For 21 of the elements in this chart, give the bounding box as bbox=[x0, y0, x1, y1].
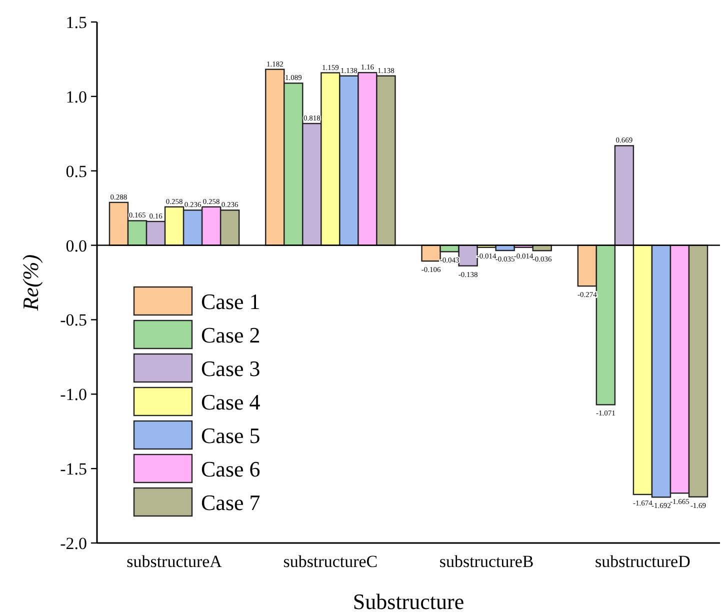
legend-label: Case 3 bbox=[201, 356, 260, 381]
legend-label: Case 7 bbox=[201, 490, 260, 515]
y-tick-label: 0.0 bbox=[66, 236, 87, 256]
y-tick-label: -1.0 bbox=[60, 385, 87, 404]
legend-label: Case 4 bbox=[201, 390, 260, 414]
legend-label: Case 1 bbox=[201, 289, 260, 314]
y-tick-label: -0.5 bbox=[60, 310, 87, 330]
y-axis-title: Re(%) bbox=[18, 254, 43, 312]
y-tick-label: -1.5 bbox=[60, 460, 87, 479]
x-axis-title: Substructure bbox=[352, 589, 464, 614]
legend-label: Case 6 bbox=[201, 456, 260, 482]
legend-label: Case 5 bbox=[201, 423, 260, 448]
x-tick-label: substructureA bbox=[126, 552, 223, 571]
y-tick-label: 1.5 bbox=[66, 13, 87, 32]
legend-label: Case 2 bbox=[201, 322, 260, 348]
x-tick-label: substructureB bbox=[439, 552, 534, 571]
y-tick-label: -2.0 bbox=[60, 534, 87, 553]
x-tick-label: substructureC bbox=[283, 552, 378, 571]
y-tick-label: 1.0 bbox=[66, 87, 87, 106]
x-tick-label: substructureD bbox=[595, 552, 690, 571]
y-tick-label: 0.5 bbox=[66, 162, 87, 181]
